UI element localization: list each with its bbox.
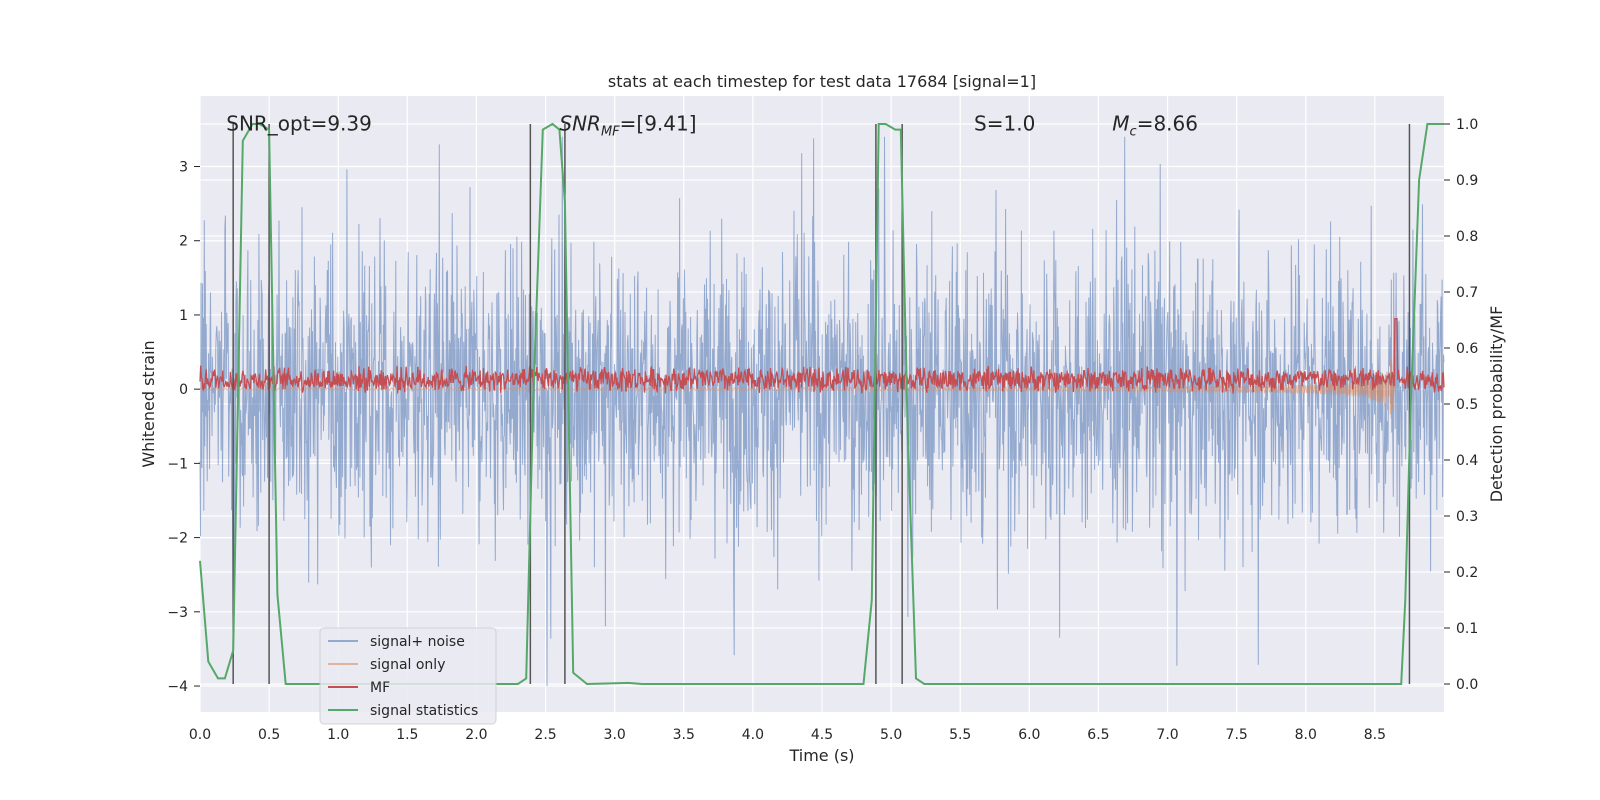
x-tick-label: 8.0	[1295, 727, 1317, 743]
tick-labels: 0.0 0.5 1.0 1.5 2.0 2.5 3.0 3.5 4.0 4.5 5.0 5.5 6.0 6…	[167, 117, 1478, 743]
y2-tick-label: 0.2	[1456, 565, 1478, 581]
legend-label-signal-statistics: signal statistics	[370, 703, 478, 719]
x-tick-label: 1.5	[396, 727, 418, 743]
x-tick-label: 6.5	[1087, 727, 1109, 743]
chart-title: stats at each timestep for test data 176…	[608, 72, 1036, 91]
vertical-markers	[232, 124, 1411, 684]
x-tick-label: 4.0	[742, 727, 764, 743]
y-tick-label: 2	[179, 234, 188, 250]
annotation-0: SNR_opt=9.39	[226, 111, 372, 135]
x-tick-label: 2.0	[465, 727, 487, 743]
x-tick-label: 5.0	[880, 727, 902, 743]
x-tick-label: 7.0	[1156, 727, 1178, 743]
y-tick-label: 0	[179, 382, 188, 398]
y2-tick-label: 1.0	[1456, 117, 1478, 133]
y2-tick-label: 0.1	[1456, 621, 1478, 637]
y-tick-label: 1	[179, 308, 188, 324]
legend-label-signal-only: signal only	[370, 657, 445, 673]
y2-tick-label: 0.0	[1456, 677, 1478, 693]
annotations: SNR_opt=9.39 SNRMF=[9.41] S=1.0 Mc=8.66	[226, 111, 1198, 139]
y-tick-label: 3	[179, 160, 188, 176]
y2-tick-label: 0.8	[1456, 229, 1478, 245]
legend-label-mf: MF	[370, 680, 390, 696]
x-tick-label: 3.0	[604, 727, 626, 743]
x-tick-label: 7.5	[1226, 727, 1248, 743]
x-tick-label: 0.5	[258, 727, 280, 743]
x-tick-label: 2.5	[534, 727, 556, 743]
legend-label-signal-noise: signal+ noise	[370, 634, 465, 650]
y2-tick-label: 0.3	[1456, 509, 1478, 525]
y-tick-label: −1	[167, 456, 188, 472]
y2-tick-label: 0.7	[1456, 285, 1478, 301]
x-tick-label: 3.5	[673, 727, 695, 743]
signal-noise-line	[199, 136, 1445, 687]
x-tick-label: 8.5	[1364, 727, 1386, 743]
signal-statistics-series	[199, 122, 1444, 686]
legend-box	[319, 627, 497, 725]
y2-tick-label: 0.5	[1456, 397, 1478, 413]
x-tick-label: 0.0	[189, 727, 211, 743]
x-tick-label: 5.5	[949, 727, 971, 743]
x-tick-label: 6.0	[1018, 727, 1040, 743]
y-tick-label: −2	[167, 531, 188, 547]
y-tick-label: −4	[167, 679, 188, 695]
y2-tick-label: 0.4	[1456, 453, 1478, 469]
signal-noise-series	[199, 136, 1445, 687]
annotation-3: Mc=8.66	[1112, 111, 1198, 139]
x-tick-label: 4.5	[811, 727, 833, 743]
x-axis-label: Time (s)	[788, 746, 854, 765]
y-axis-label: Whitened strain	[139, 340, 158, 467]
mf-line	[199, 318, 1445, 394]
y2-tick-label: 0.9	[1456, 173, 1478, 189]
y2-axis-label: Detection probability/MF	[1487, 306, 1506, 503]
signal-statistics-line	[199, 122, 1444, 686]
y-tick-label: −3	[167, 605, 188, 621]
annotation-2: S=1.0	[974, 111, 1035, 135]
mf-series	[199, 318, 1445, 394]
legend: signal+ noise signal only MF signal stat…	[319, 627, 497, 725]
annotation-1: SNRMF=[9.41]	[559, 111, 696, 139]
x-tick-label: 1.0	[327, 727, 349, 743]
y2-tick-label: 0.6	[1456, 341, 1478, 357]
